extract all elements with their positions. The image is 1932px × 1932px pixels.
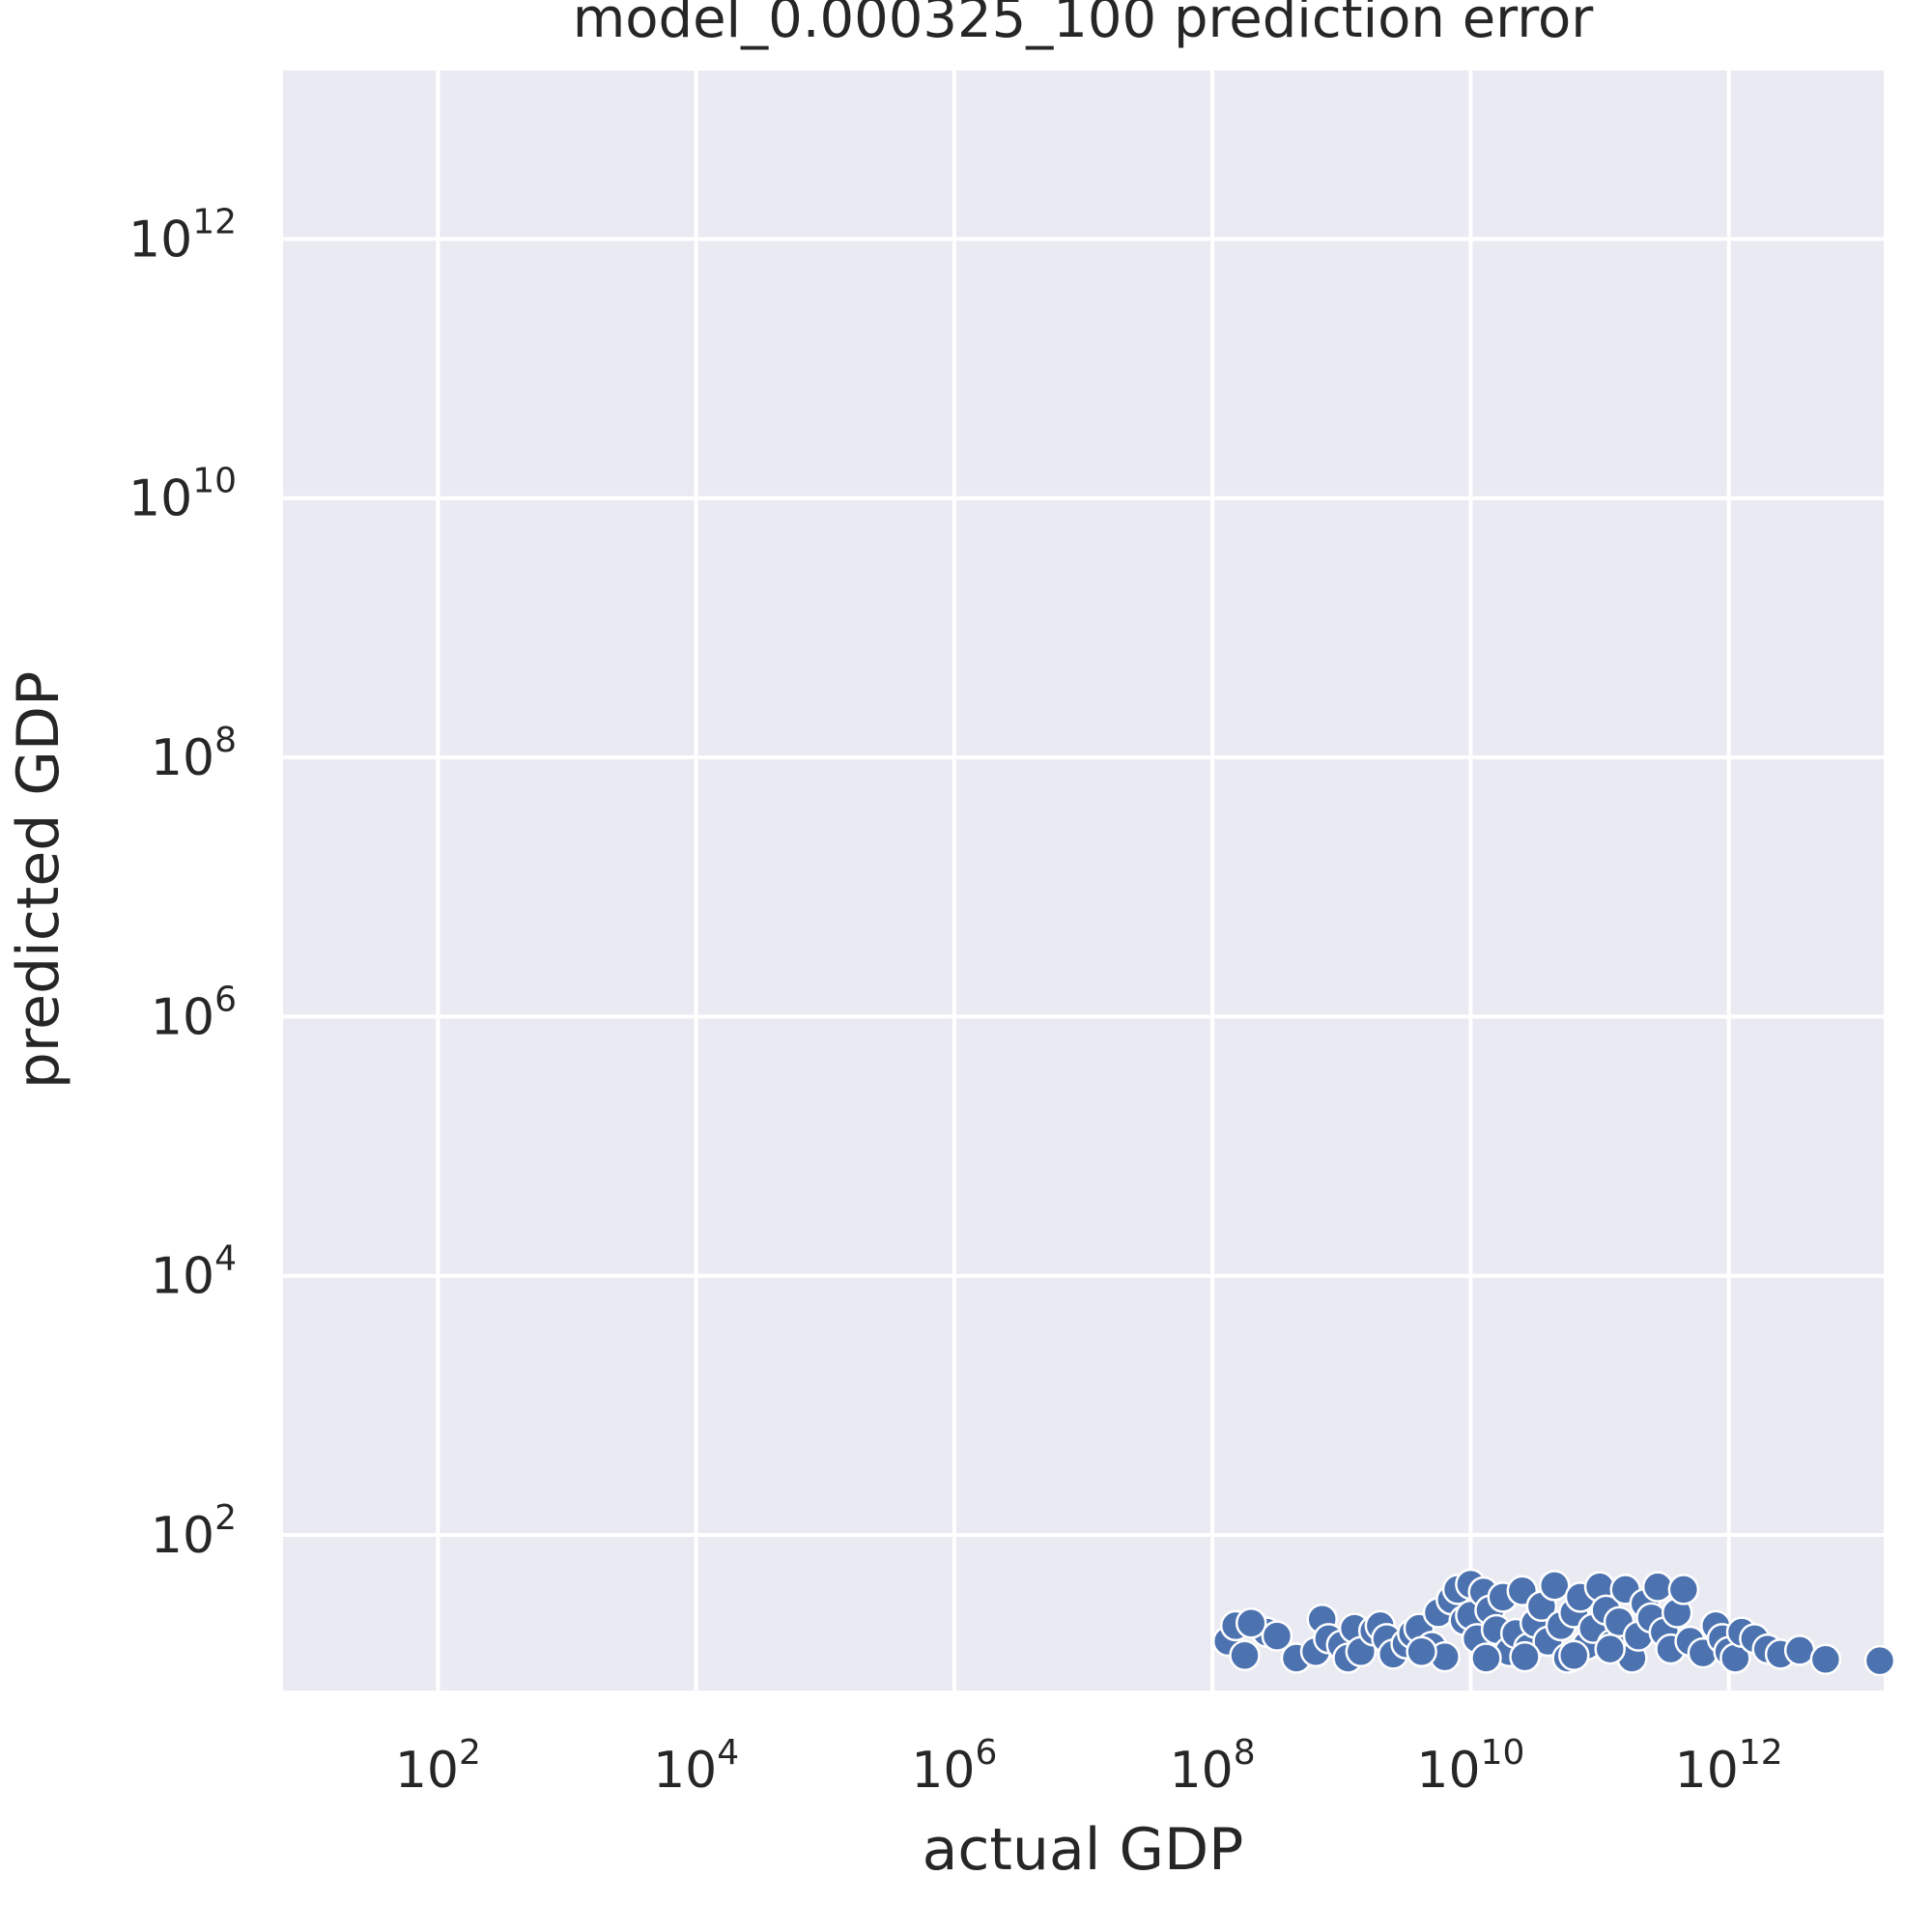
- x-tick-labels: 102 104 106 108 1010 1012: [395, 1733, 1783, 1800]
- x-tick-label: 106: [911, 1733, 997, 1800]
- x-tick-label: 108: [1170, 1733, 1256, 1800]
- data-point: [1406, 1635, 1437, 1668]
- y-axis-label: predicted GDP: [5, 671, 72, 1090]
- data-point: [1538, 1570, 1571, 1602]
- data-point: [1235, 1606, 1267, 1639]
- grid-lines: [283, 71, 1884, 1690]
- data-point: [1667, 1574, 1700, 1605]
- data-point: [1261, 1620, 1293, 1652]
- x-tick-label: 1010: [1416, 1733, 1524, 1800]
- data-point: [1809, 1643, 1842, 1676]
- y-tick-label: 106: [151, 980, 237, 1046]
- chart-title: model_0.000325_100 prediction error: [573, 0, 1595, 50]
- data-point: [1594, 1633, 1626, 1665]
- y-tick-label: 1010: [128, 462, 237, 528]
- y-tick-labels: 102 104 106 108 1010 1012: [128, 202, 237, 1565]
- x-tick-label: 1012: [1675, 1733, 1783, 1800]
- x-tick-label: 102: [395, 1733, 481, 1800]
- y-tick-label: 1012: [128, 202, 237, 269]
- data-point: [1509, 1640, 1541, 1673]
- data-point: [1783, 1634, 1816, 1666]
- data-point: [1229, 1639, 1261, 1672]
- x-axis-label: actual GDP: [923, 1816, 1244, 1884]
- y-tick-label: 108: [151, 721, 237, 787]
- data-point: [1470, 1642, 1502, 1674]
- data-point: [1641, 1571, 1674, 1603]
- data-point: [1863, 1644, 1896, 1677]
- x-tick-label: 104: [653, 1733, 739, 1800]
- plot-area: [283, 71, 1884, 1690]
- data-points: [1211, 1568, 1896, 1677]
- y-tick-label: 104: [151, 1239, 237, 1306]
- data-point: [1558, 1639, 1590, 1672]
- y-tick-label: 102: [151, 1498, 237, 1565]
